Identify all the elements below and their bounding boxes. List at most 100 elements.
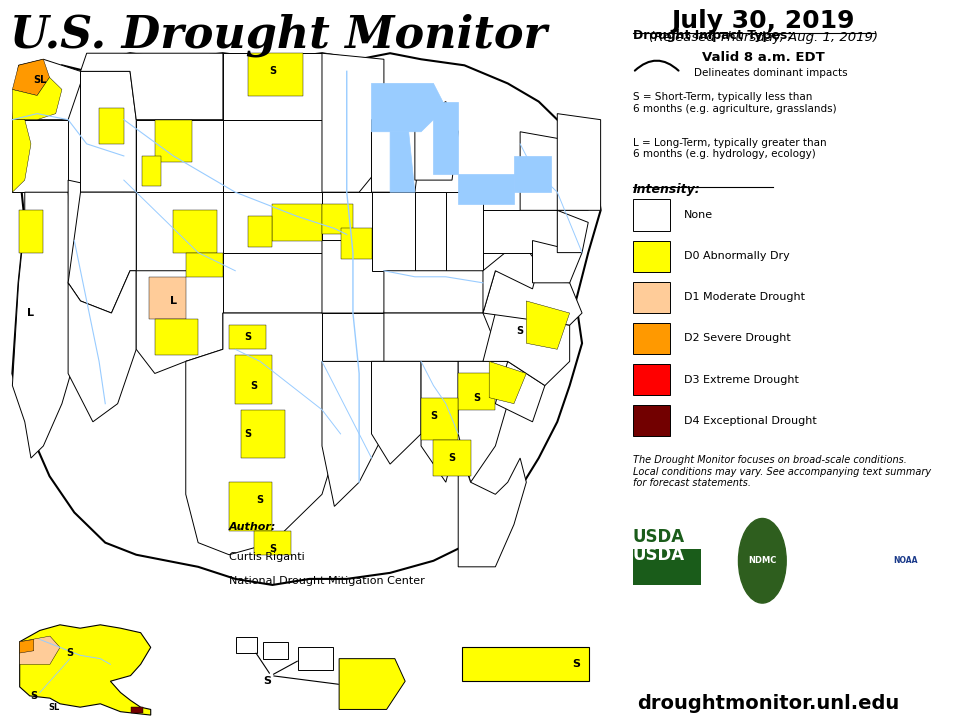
Text: S: S: [244, 429, 252, 439]
Polygon shape: [229, 325, 266, 349]
Text: USDA: USDA: [633, 546, 684, 563]
Text: U.S. Drought Monitor: U.S. Drought Monitor: [10, 13, 546, 57]
Polygon shape: [533, 240, 582, 282]
Polygon shape: [483, 313, 569, 386]
Polygon shape: [186, 313, 322, 361]
FancyBboxPatch shape: [633, 240, 670, 272]
Text: USDA: USDA: [633, 528, 684, 545]
Text: D2 Severe Drought: D2 Severe Drought: [684, 333, 791, 344]
Polygon shape: [18, 210, 43, 253]
Text: None: None: [684, 210, 713, 220]
Polygon shape: [155, 119, 192, 162]
Text: D0 Abnormally Dry: D0 Abnormally Dry: [684, 251, 790, 261]
Polygon shape: [322, 361, 384, 507]
Polygon shape: [19, 636, 60, 664]
FancyBboxPatch shape: [633, 199, 670, 231]
Polygon shape: [495, 361, 545, 422]
Polygon shape: [131, 707, 143, 713]
Polygon shape: [142, 156, 161, 186]
Polygon shape: [483, 210, 558, 253]
Text: droughtmonitor.unl.edu: droughtmonitor.unl.edu: [636, 695, 900, 713]
Polygon shape: [149, 277, 186, 319]
Polygon shape: [223, 192, 322, 253]
Polygon shape: [514, 156, 551, 192]
Polygon shape: [12, 53, 601, 585]
Polygon shape: [372, 192, 415, 271]
Polygon shape: [81, 53, 223, 119]
Text: S: S: [473, 392, 480, 403]
Polygon shape: [248, 216, 273, 247]
Polygon shape: [490, 361, 526, 403]
Text: S: S: [263, 676, 271, 687]
Polygon shape: [223, 53, 322, 119]
Polygon shape: [434, 440, 470, 476]
Text: Author:: Author:: [229, 521, 276, 531]
Text: S = Short-Term, typically less than
6 months (e.g. agriculture, grasslands): S = Short-Term, typically less than 6 mo…: [633, 92, 836, 114]
Polygon shape: [483, 271, 582, 325]
Text: D1 Moderate Drought: D1 Moderate Drought: [684, 293, 804, 302]
Polygon shape: [384, 271, 495, 313]
Polygon shape: [458, 361, 508, 482]
FancyBboxPatch shape: [633, 405, 670, 436]
Polygon shape: [229, 482, 273, 531]
Text: S: S: [572, 660, 580, 669]
Polygon shape: [458, 174, 514, 205]
Polygon shape: [174, 210, 217, 253]
Polygon shape: [68, 180, 130, 313]
Polygon shape: [298, 647, 333, 670]
Text: Delineates dominant impacts: Delineates dominant impacts: [694, 68, 848, 78]
Polygon shape: [155, 319, 198, 355]
Polygon shape: [223, 253, 322, 313]
Text: S: S: [30, 691, 37, 701]
Polygon shape: [322, 192, 384, 240]
Polygon shape: [322, 205, 353, 234]
Polygon shape: [322, 53, 384, 192]
Text: National Drought Mitigation Center: National Drought Mitigation Center: [229, 576, 425, 586]
Text: NDMC: NDMC: [748, 556, 777, 565]
Polygon shape: [12, 119, 31, 192]
Polygon shape: [81, 71, 136, 192]
Text: S: S: [269, 544, 276, 554]
Polygon shape: [19, 625, 151, 715]
Polygon shape: [558, 210, 588, 253]
FancyBboxPatch shape: [633, 323, 670, 354]
Polygon shape: [136, 192, 235, 271]
Text: S: S: [244, 332, 252, 342]
Polygon shape: [445, 192, 483, 271]
Polygon shape: [253, 531, 291, 555]
Polygon shape: [19, 639, 34, 653]
Text: D4 Exceptional Drought: D4 Exceptional Drought: [684, 416, 817, 426]
Polygon shape: [372, 361, 421, 464]
Text: S: S: [516, 326, 524, 336]
Text: July 30, 2019: July 30, 2019: [671, 9, 855, 33]
Polygon shape: [462, 647, 589, 681]
Polygon shape: [483, 240, 539, 313]
Polygon shape: [99, 108, 124, 144]
Text: (Released Thursday, Aug. 1, 2019): (Released Thursday, Aug. 1, 2019): [649, 31, 877, 44]
Text: S: S: [448, 453, 456, 463]
Polygon shape: [526, 301, 569, 349]
Text: S: S: [251, 381, 257, 390]
Polygon shape: [68, 271, 136, 422]
Text: SL: SL: [34, 76, 47, 85]
Circle shape: [738, 518, 786, 603]
Text: S: S: [430, 411, 437, 421]
Polygon shape: [421, 361, 458, 482]
Polygon shape: [12, 59, 81, 119]
Text: S: S: [66, 648, 74, 658]
Text: SL: SL: [48, 703, 60, 712]
Text: Valid 8 a.m. EDT: Valid 8 a.m. EDT: [702, 51, 825, 64]
Polygon shape: [12, 119, 68, 192]
Text: The Drought Monitor focuses on broad-scale conditions.
Local conditions may vary: The Drought Monitor focuses on broad-sca…: [633, 455, 931, 488]
Polygon shape: [520, 132, 588, 210]
Text: L = Long-Term, typically greater than
6 months (e.g. hydrology, ecology): L = Long-Term, typically greater than 6 …: [633, 138, 827, 159]
Polygon shape: [186, 253, 223, 277]
Text: Curtis Riganti: Curtis Riganti: [229, 552, 305, 562]
Text: S: S: [256, 495, 264, 505]
Polygon shape: [458, 373, 495, 410]
Text: Intensity:: Intensity:: [633, 183, 701, 196]
Polygon shape: [339, 659, 405, 709]
Polygon shape: [12, 77, 61, 119]
Text: Drought Impact Types:: Drought Impact Types:: [633, 29, 792, 42]
Text: D3 Extreme Drought: D3 Extreme Drought: [684, 374, 799, 384]
